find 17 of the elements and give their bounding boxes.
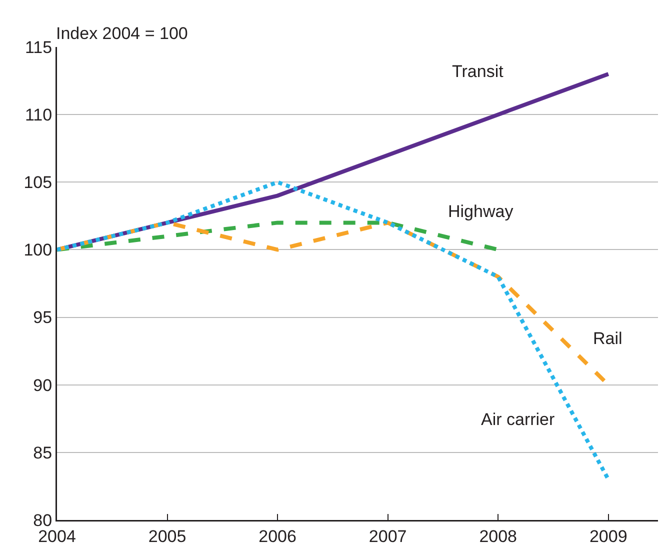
series-label: Rail bbox=[593, 329, 622, 348]
series-label: Transit bbox=[452, 62, 504, 81]
x-tick-label: 2006 bbox=[258, 526, 296, 546]
y-tick-label: 110 bbox=[24, 106, 52, 125]
series-label: Highway bbox=[448, 202, 514, 221]
y-tick-label: 90 bbox=[33, 376, 52, 395]
y-tick-label: 105 bbox=[24, 173, 52, 192]
y-axis-title: Index 2004 = 100 bbox=[56, 24, 188, 43]
y-tick-label: 115 bbox=[24, 38, 52, 57]
y-tick-label: 95 bbox=[33, 308, 52, 328]
series-label: Air carrier bbox=[481, 410, 556, 429]
x-tick-label: 2009 bbox=[589, 526, 628, 546]
x-tick-label: 2005 bbox=[148, 526, 186, 546]
y-tick-label: 100 bbox=[24, 240, 52, 260]
x-tick-label: 2008 bbox=[479, 526, 518, 546]
x-tick-label: 2007 bbox=[368, 526, 407, 546]
y-tick-label: 85 bbox=[33, 443, 52, 462]
